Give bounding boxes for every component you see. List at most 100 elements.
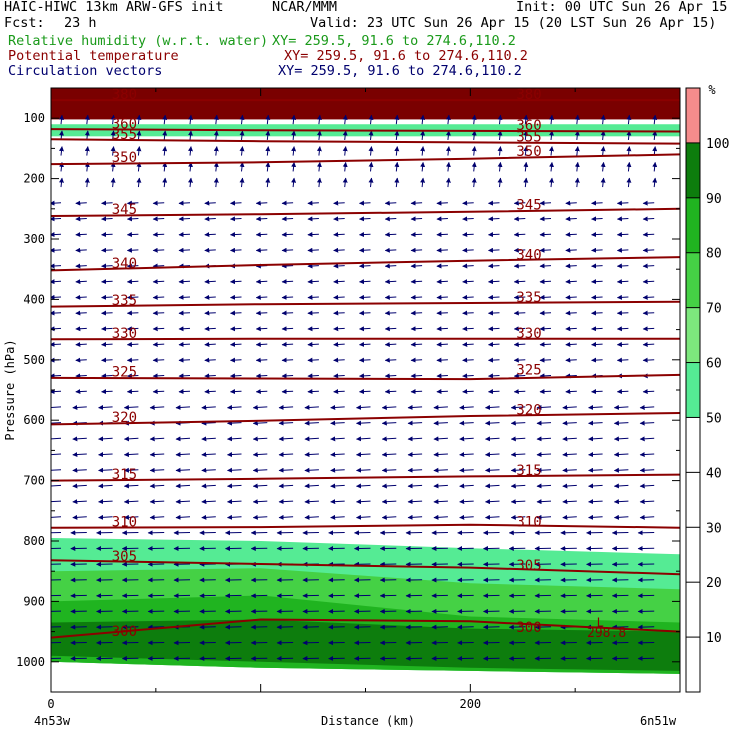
wind-vector xyxy=(497,177,503,188)
wind-vector xyxy=(72,404,87,410)
wind-vector xyxy=(304,452,319,458)
wind-vector xyxy=(304,483,319,489)
wind-vector xyxy=(152,389,165,395)
wind-vector xyxy=(600,114,606,125)
wind-vector xyxy=(613,420,629,426)
wind-vector xyxy=(304,420,319,426)
wind-vector xyxy=(51,389,62,395)
wind-vector xyxy=(488,247,500,253)
theta-label: 360 xyxy=(516,118,541,134)
wind-vector xyxy=(255,216,268,222)
theta-label: 355 xyxy=(112,127,137,143)
wind-vector xyxy=(613,452,629,458)
theta-label: 305 xyxy=(112,549,137,565)
wind-vector xyxy=(574,161,580,172)
wind-vector xyxy=(175,467,191,473)
theta-label: 335 xyxy=(112,293,137,309)
wind-vector xyxy=(98,483,113,489)
wind-vector xyxy=(600,177,606,188)
wind-vector xyxy=(394,130,400,140)
wind-vector xyxy=(381,514,397,520)
wind-vector xyxy=(230,294,242,300)
wind-vector xyxy=(162,130,168,140)
wind-vector xyxy=(510,404,526,410)
wind-vector xyxy=(394,177,400,188)
wind-vector xyxy=(359,373,371,379)
wind-vector xyxy=(72,499,87,505)
wind-vector xyxy=(178,200,191,206)
y-tick-label: 100 xyxy=(23,111,45,125)
wind-vector xyxy=(562,404,577,410)
wind-vector xyxy=(201,420,216,426)
colorbar-tick-label: 50 xyxy=(706,411,722,426)
wind-vector xyxy=(471,146,477,156)
wind-vector xyxy=(445,177,451,188)
wind-vector xyxy=(407,452,423,458)
wind-vector xyxy=(488,263,500,269)
wind-vector xyxy=(485,452,500,458)
wind-vector xyxy=(72,452,87,458)
wind-vector xyxy=(523,161,529,172)
wind-vector xyxy=(101,389,113,395)
colorbar-tick-label: 80 xyxy=(706,247,722,262)
wind-vector xyxy=(330,499,345,505)
wind-vector xyxy=(291,114,297,125)
wind-vector xyxy=(281,373,294,379)
wind-vector xyxy=(152,247,165,253)
wind-vector xyxy=(98,499,113,505)
wind-vector xyxy=(359,310,371,316)
colorbar-unit: % xyxy=(708,83,716,97)
wind-vector xyxy=(485,483,500,489)
theta-label: 300 xyxy=(516,620,541,636)
wind-vector xyxy=(639,452,655,458)
wind-vector xyxy=(175,452,191,458)
wind-vector xyxy=(278,452,294,458)
wind-vector xyxy=(101,279,113,285)
wind-vector xyxy=(420,146,426,156)
wind-vector xyxy=(333,326,345,332)
colorbar-frame xyxy=(685,87,701,693)
wind-vector xyxy=(613,467,629,473)
colorbar-band xyxy=(686,88,700,143)
wind-vector xyxy=(278,499,294,505)
wind-vector xyxy=(101,247,113,253)
wind-vector xyxy=(359,326,371,332)
wind-vector xyxy=(252,514,268,520)
theta-label: 360 xyxy=(112,116,137,132)
y-tick-label: 800 xyxy=(23,534,45,548)
wind-vector xyxy=(510,467,526,473)
wind-vector xyxy=(574,146,580,156)
wind-vector xyxy=(600,146,606,156)
wind-vector xyxy=(539,341,552,347)
wind-vector xyxy=(51,483,62,489)
theta-label: 355 xyxy=(516,130,541,146)
theta-label: 340 xyxy=(516,247,541,263)
wind-vector xyxy=(523,177,529,188)
wind-vector xyxy=(152,341,165,347)
theta-label: 305 xyxy=(516,558,541,574)
wind-vector xyxy=(562,467,577,473)
wind-vector xyxy=(204,326,216,332)
wind-vector xyxy=(51,436,62,442)
wind-vector xyxy=(384,216,397,222)
wind-vector xyxy=(642,232,655,238)
wind-vector xyxy=(75,263,87,269)
wind-vector xyxy=(59,114,64,125)
wind-vector xyxy=(126,216,139,222)
wind-vector xyxy=(626,161,632,172)
wind-vector xyxy=(359,263,371,269)
wind-vector xyxy=(565,373,577,379)
wind-vector xyxy=(616,294,629,300)
wind-vector xyxy=(333,263,345,269)
wind-vector xyxy=(513,310,526,316)
wind-vector xyxy=(539,216,552,222)
wind-vector xyxy=(204,279,216,285)
wind-vector xyxy=(420,161,426,172)
wind-vector xyxy=(642,294,655,300)
wind-vector xyxy=(513,294,526,300)
colorbar-band xyxy=(686,307,700,363)
wind-vector xyxy=(278,483,294,489)
theta-contour-335 xyxy=(51,300,680,308)
rh-fill-layer xyxy=(51,88,680,674)
wind-vector xyxy=(330,467,345,473)
